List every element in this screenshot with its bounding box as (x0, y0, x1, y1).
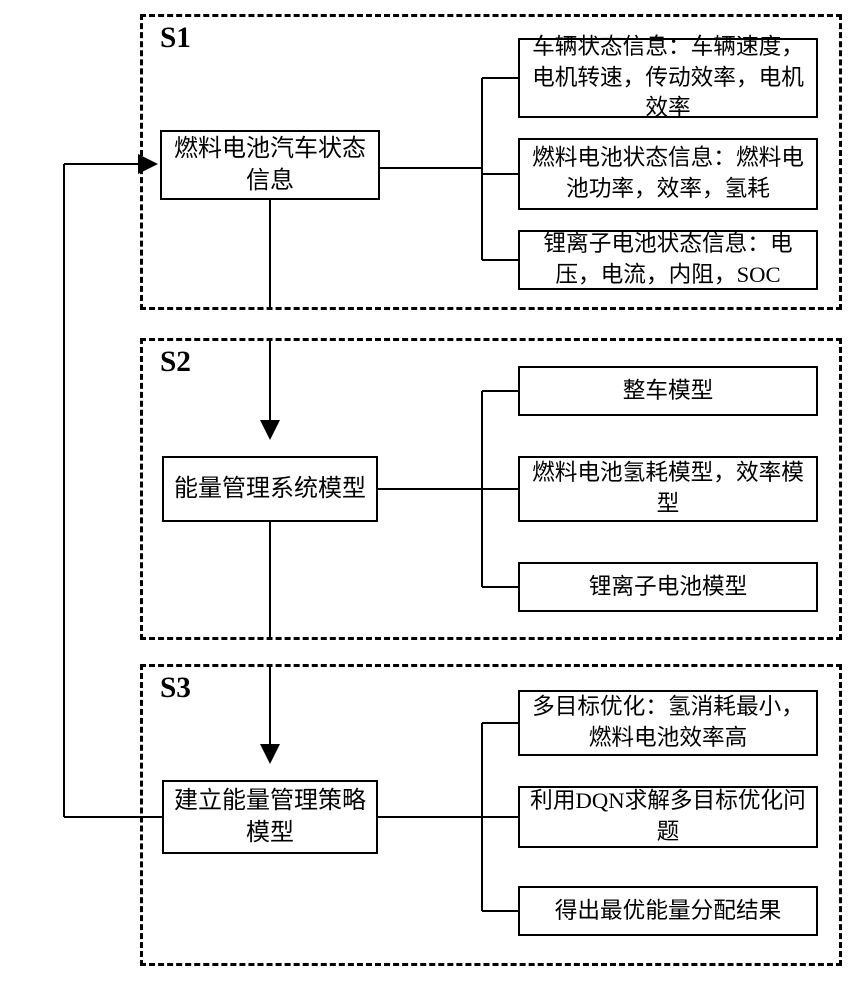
s3-sub-1: 利用DQN求解多目标优化问题 (518, 786, 818, 848)
section-label-s3: S3 (160, 672, 191, 705)
s3-sub-0: 多目标优化：氢消耗最小，燃料电池效率高 (518, 690, 818, 756)
s1-sub-1: 燃料电池状态信息：燃料电池功率，效率，氢耗 (518, 138, 818, 210)
s1-sub-2: 锂离子电池状态信息：电压，电流，内阻，SOC (518, 230, 818, 290)
s2-sub-1: 燃料电池氢耗模型，效率模型 (518, 456, 818, 522)
s2-main: 能量管理系统模型 (162, 456, 378, 522)
s1-main: 燃料电池汽车状态信息 (160, 130, 380, 200)
s2-sub-0: 整车模型 (518, 366, 818, 416)
s2-sub-2: 锂离子电池模型 (518, 562, 818, 612)
section-label-s2: S2 (160, 346, 191, 379)
section-label-s1: S1 (160, 22, 191, 55)
diagram-canvas: S1 燃料电池汽车状态信息 车辆状态信息：车辆速度，电机转速，传动效率，电机效率… (0, 0, 868, 1000)
s3-main: 建立能量管理策略模型 (162, 780, 378, 854)
s3-sub-2: 得出最优能量分配结果 (518, 886, 818, 936)
s1-sub-0: 车辆状态信息：车辆速度，电机转速，传动效率，电机效率 (518, 38, 818, 118)
